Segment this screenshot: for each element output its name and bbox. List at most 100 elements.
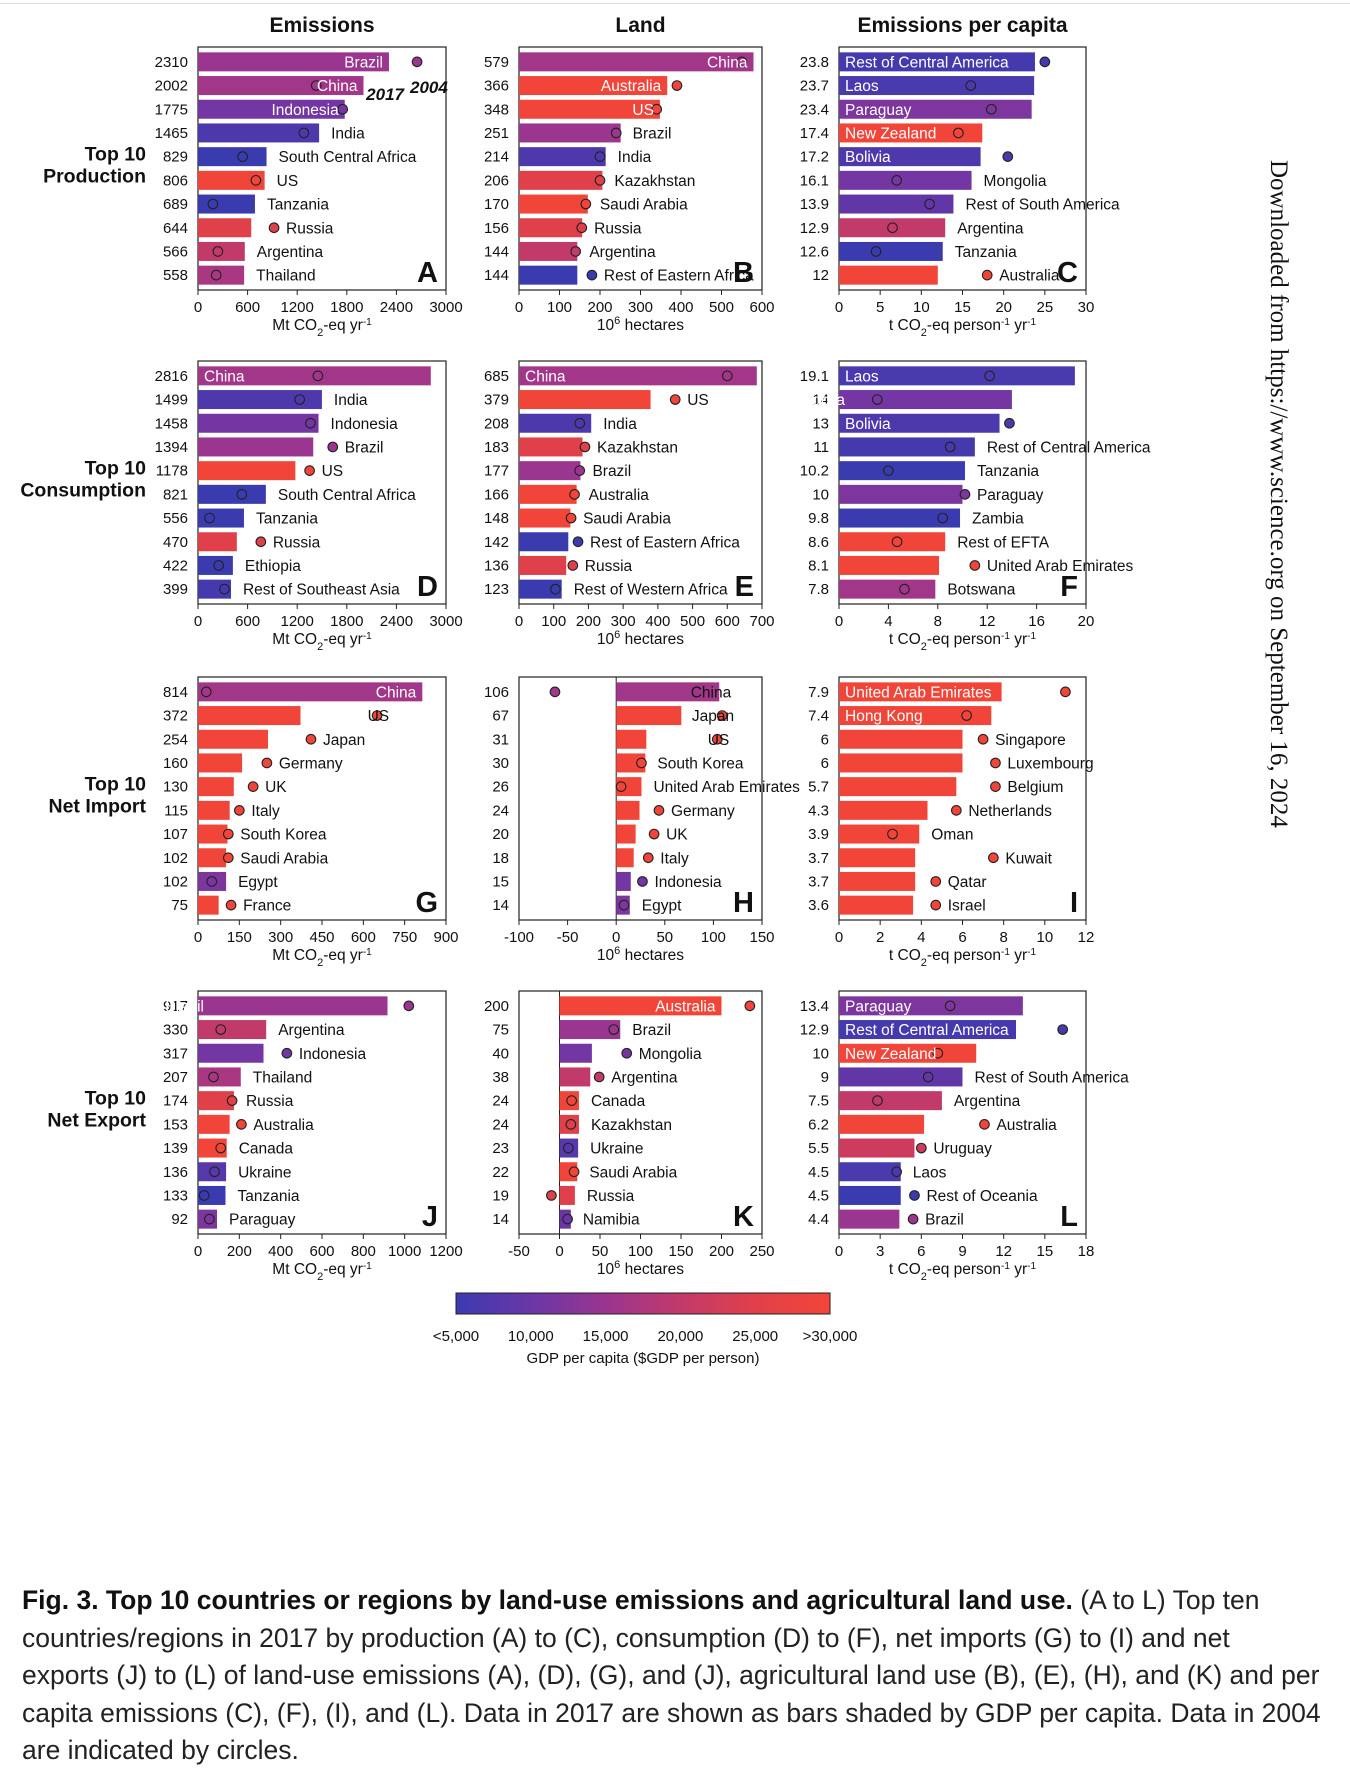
category-label: Israel (948, 898, 986, 915)
value-label: 14 (812, 392, 829, 409)
bar (198, 76, 364, 96)
x-tick-label: 100 (547, 299, 572, 316)
column-header: Emissions (269, 14, 374, 37)
x-tick-label: 12 (979, 613, 996, 630)
row-header: Top 10 (85, 774, 147, 796)
bar (616, 706, 682, 726)
bar (616, 824, 636, 844)
category-label: Paraguay (845, 102, 912, 119)
axis-label: t CO2-eq person-1 yr-1 (889, 1261, 1037, 1284)
x-tick-label: 1800 (330, 613, 363, 630)
bar (198, 996, 388, 1016)
bar (839, 437, 975, 457)
bar (198, 1043, 264, 1063)
circle-2004 (236, 1118, 247, 1130)
circle-2004 (215, 1142, 227, 1154)
circle-2004 (899, 583, 910, 595)
x-tick-label: 900 (433, 929, 458, 946)
circle-2004 (953, 127, 964, 139)
circle-2004 (959, 489, 971, 500)
panel-l: 13.4 Paraguay 12.9 Rest of Central America 1… (800, 990, 1129, 1284)
bar (198, 123, 320, 143)
bar (198, 532, 237, 552)
value-label: 3.7 (808, 850, 829, 867)
category-label: South Korea (657, 755, 744, 772)
category-label: Paraguay (845, 998, 912, 1015)
bar (616, 848, 634, 868)
value-label: 214 (484, 149, 509, 166)
bar (519, 265, 578, 285)
bar (519, 484, 577, 504)
category-label: Rest of South America (965, 197, 1120, 214)
category-label: Rest of Eastern Africa (604, 268, 754, 285)
x-tick-label: 200 (709, 1243, 734, 1260)
x-tick-label: 8 (934, 613, 942, 630)
circle-2004 (736, 56, 748, 68)
x-tick-label: 6 (917, 1243, 925, 1260)
category-label: Paraguay (977, 487, 1044, 504)
value-label: 206 (484, 172, 509, 189)
circle-2004 (550, 583, 561, 595)
circle-2004 (653, 804, 665, 816)
x-tick-label: 10 (913, 299, 930, 316)
panel-d: 2816 China 1499 India 1458 Indonesia 1394 Brazi… (155, 360, 463, 653)
x-tick-label: 12 (995, 1243, 1012, 1260)
circle-2004 (570, 246, 582, 257)
value-label: 142 (484, 534, 509, 551)
value-label: 579 (484, 54, 509, 71)
bar (839, 265, 938, 285)
value-label: 30 (492, 755, 509, 772)
value-label: 6 (821, 731, 829, 748)
x-tick-label: 0 (515, 613, 523, 630)
panel-k: 200 Australia 75 Brazil 40 Mongolia 38 Argentin… (484, 990, 775, 1278)
value-label: 136 (163, 1164, 188, 1181)
bar (519, 366, 757, 386)
category-label: Ethiopia (245, 558, 301, 575)
category-label: Argentina (957, 220, 1024, 237)
value-label: 12.9 (800, 220, 829, 237)
circle-2004 (212, 246, 224, 257)
value-label: 24 (492, 1093, 509, 1110)
bar (519, 390, 651, 410)
bar (198, 437, 314, 457)
category-label: Zambia (972, 511, 1024, 528)
category-label: Laos (845, 368, 879, 385)
panel-a: 2310 Brazil 2002 China 1775 Indonesia 1465 Indi… (155, 46, 463, 339)
value-label: 92 (171, 1211, 188, 1228)
bar (616, 753, 646, 773)
value-label: 139 (163, 1140, 188, 1157)
category-label: United Arab Emirates (987, 558, 1134, 575)
bar (839, 848, 916, 868)
panel-letter: L (1060, 1201, 1078, 1233)
bar (559, 996, 722, 1016)
x-tick-label: 0 (194, 1243, 202, 1260)
category-label: Canada (239, 1141, 294, 1158)
caption-text: (A to L) Top ten countries/regions in 20… (22, 1585, 1321, 1765)
circle-2004 (1039, 56, 1051, 68)
value-label: 13.9 (800, 196, 829, 213)
circle-2004 (671, 80, 683, 91)
bar (198, 777, 234, 797)
value-label: 372 (163, 708, 188, 725)
x-tick-label: 3000 (429, 613, 462, 630)
bar (198, 1067, 241, 1087)
axis-label: 106 hectares (597, 629, 684, 648)
row-header: Net Export (47, 1110, 146, 1132)
bar (198, 170, 265, 190)
category-label: Bolivia (845, 416, 891, 433)
bar (198, 1091, 234, 1111)
panel-letter: A (417, 257, 438, 289)
bar (519, 99, 660, 119)
circle-2004 (294, 394, 306, 405)
value-label: 160 (163, 755, 188, 772)
category-label: Brazil (344, 54, 383, 71)
value-label: 23 (492, 1140, 509, 1157)
category-label: Russia (286, 220, 334, 237)
circle-2004 (565, 1118, 577, 1130)
category-label: Botswana (947, 582, 1015, 599)
value-label: 133 (163, 1187, 188, 1204)
value-label: 399 (163, 581, 188, 598)
value-label: 806 (163, 172, 188, 189)
colorbar-tick-label: 25,000 (732, 1328, 778, 1345)
circle-2004 (932, 1047, 944, 1059)
